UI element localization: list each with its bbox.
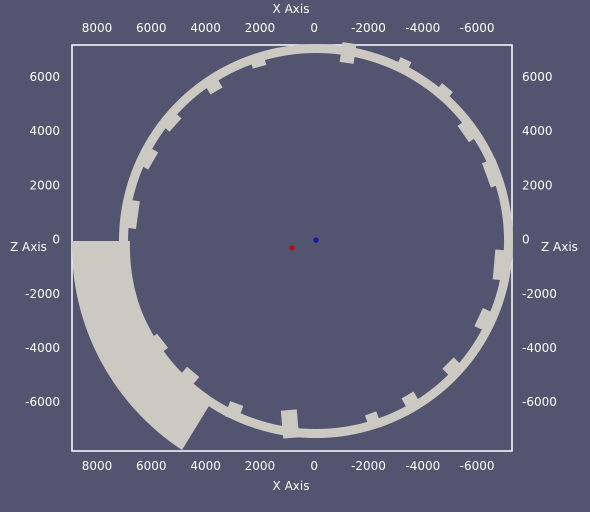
ring-block <box>160 110 182 132</box>
x-tick-label: -4000 <box>405 21 440 35</box>
z-tick-label: -4000 <box>522 341 557 355</box>
left-sector <box>71 241 212 450</box>
ring-block <box>442 357 464 379</box>
ring-block <box>137 146 159 170</box>
x-tick-label: 2000 <box>245 459 276 473</box>
z-tick-label: 2000 <box>29 178 60 192</box>
z-tick-label: 4000 <box>522 124 553 138</box>
x-axis-title-top: X Axis <box>273 2 310 16</box>
z-tick-label: 4000 <box>29 124 60 138</box>
x-tick-label: -6000 <box>460 21 495 35</box>
z-tick-label: -6000 <box>522 395 557 409</box>
z-ticks-left: 6000 4000 2000 0 -2000 -4000 -6000 <box>25 70 60 409</box>
z-tick-label: -2000 <box>25 287 60 301</box>
x-axis-title-bottom: X Axis <box>273 479 310 493</box>
ring-block <box>203 75 223 95</box>
marker-blue-point <box>313 237 319 243</box>
x-tick-label: 6000 <box>136 21 167 35</box>
z-tick-label: -2000 <box>522 287 557 301</box>
ring-block <box>492 249 510 281</box>
x-tick-label: 4000 <box>190 21 221 35</box>
x-tick-label: 0 <box>310 459 318 473</box>
ring-block <box>280 409 300 439</box>
ring-block <box>433 83 453 103</box>
ring-block <box>120 199 140 229</box>
ring-block <box>364 411 382 429</box>
z-tick-label: 6000 <box>522 70 553 84</box>
ring-block <box>481 158 505 188</box>
ring-block <box>457 117 481 143</box>
z-tick-label: 2000 <box>522 178 553 192</box>
ring-block <box>394 57 412 75</box>
ring-block <box>249 53 267 69</box>
z-axis-title-right: Z Axis <box>541 240 578 254</box>
x-tick-label: 8000 <box>82 21 113 35</box>
z-tick-label: -6000 <box>25 395 60 409</box>
ring-block <box>401 391 421 411</box>
ring-block <box>145 333 169 357</box>
z-tick-label: 6000 <box>29 70 60 84</box>
ring-block <box>224 401 244 421</box>
ring-block <box>339 42 357 64</box>
x-tick-label: 8000 <box>82 459 113 473</box>
x-ticks-bottom: 8000 6000 4000 2000 0 -2000 -4000 -6000 <box>82 459 495 473</box>
marker-red-point <box>289 245 295 251</box>
ring-block <box>176 366 200 390</box>
z-tick-label: 0 <box>522 233 530 247</box>
x-tick-label: 0 <box>310 21 318 35</box>
x-tick-label: -6000 <box>460 459 495 473</box>
x-tick-label: 6000 <box>136 459 167 473</box>
geometry <box>71 42 513 450</box>
x-tick-label: -2000 <box>351 459 386 473</box>
z-tick-label: 0 <box>52 233 60 247</box>
x-tick-label: 4000 <box>190 459 221 473</box>
x-tick-label: -2000 <box>351 21 386 35</box>
z-axis-title-left: Z Axis <box>10 240 47 254</box>
x-tick-label: 2000 <box>245 21 276 35</box>
x-ticks-top: 8000 6000 4000 2000 0 -2000 -4000 -6000 <box>82 21 495 35</box>
ring-block <box>474 307 496 333</box>
x-tick-label: -4000 <box>405 459 440 473</box>
z-ticks-right: 6000 4000 2000 0 -2000 -4000 -6000 <box>522 70 557 409</box>
z-tick-label: -4000 <box>25 341 60 355</box>
